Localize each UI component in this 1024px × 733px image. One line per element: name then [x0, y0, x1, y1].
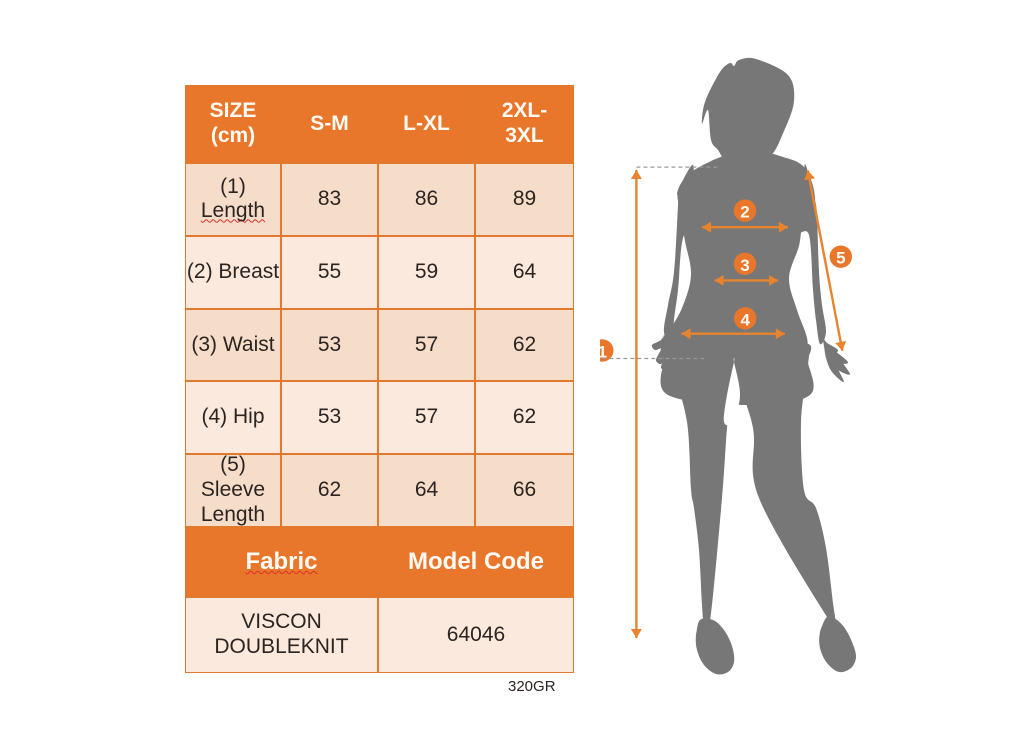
svg-text:3: 3 [740, 256, 749, 275]
svg-text:5: 5 [836, 249, 845, 268]
svg-text:2: 2 [740, 203, 749, 222]
svg-text:4: 4 [740, 310, 750, 329]
